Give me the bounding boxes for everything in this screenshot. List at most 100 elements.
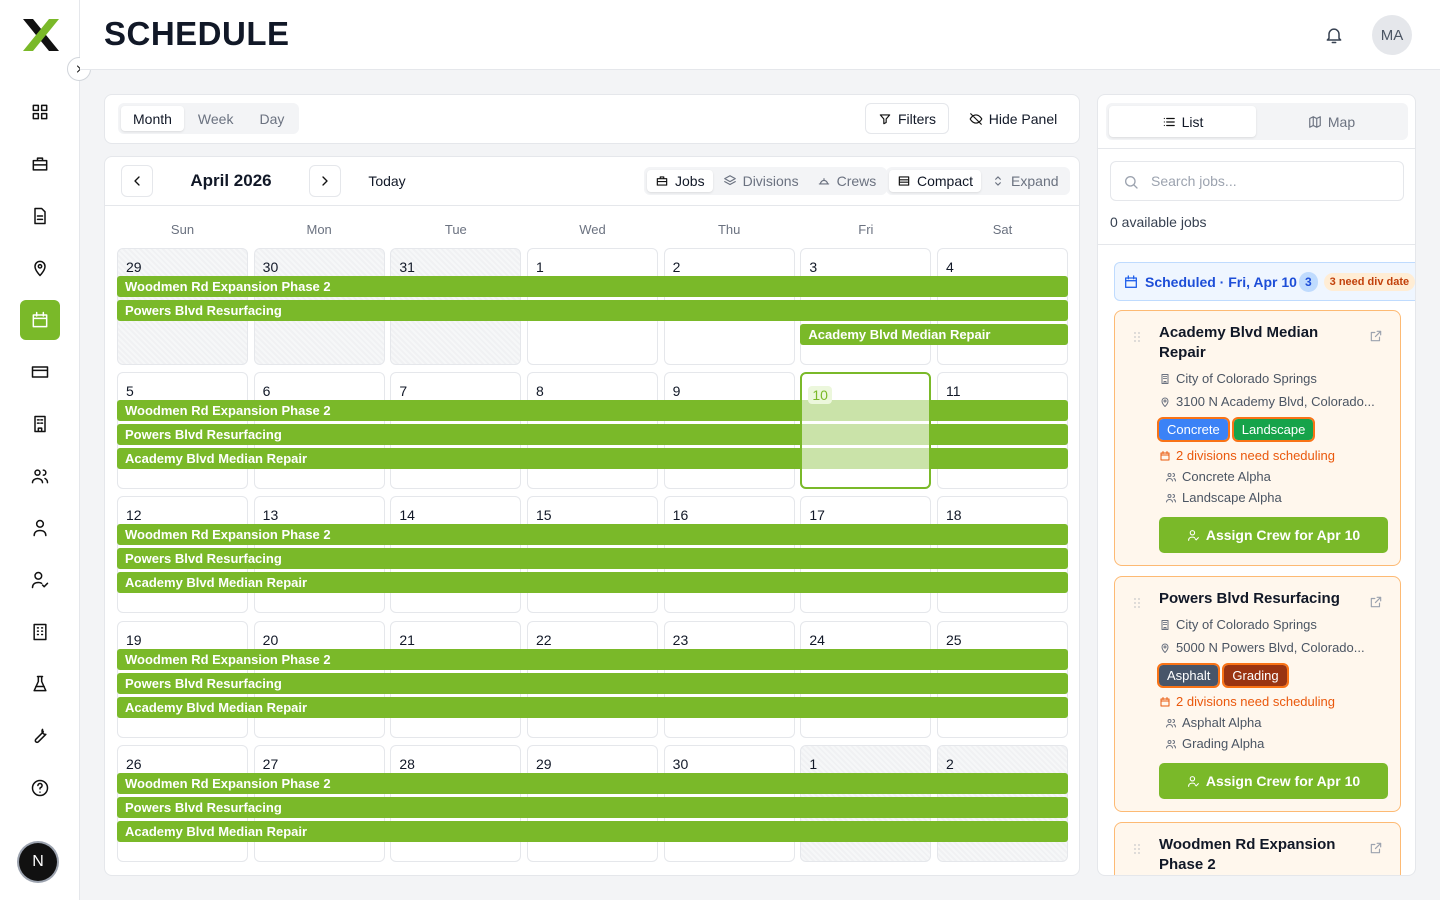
nav-item[interactable] bbox=[20, 560, 60, 600]
weekday: Thu bbox=[717, 222, 741, 237]
crew: Concrete Alpha bbox=[1182, 469, 1271, 484]
nav-item[interactable] bbox=[20, 92, 60, 132]
icon-path bbox=[1160, 450, 1170, 460]
icon-path bbox=[1161, 397, 1169, 407]
icon-path bbox=[1134, 598, 1140, 608]
assign-button[interactable]: Assign Crew for Apr 10 bbox=[1159, 763, 1388, 799]
icon bbox=[1187, 529, 1199, 541]
day-number: 15 bbox=[536, 507, 552, 523]
view-tab[interactable]: Month bbox=[121, 106, 184, 131]
job-bar[interactable]: Woodmen Rd Expansion Phase 2 bbox=[117, 524, 1069, 545]
job-bar[interactable]: Academy Blvd Median Repair bbox=[800, 324, 1068, 345]
division-tag[interactable]: Asphalt bbox=[1156, 663, 1221, 688]
icon bbox=[969, 112, 983, 125]
view-tab[interactable]: Day bbox=[247, 106, 296, 131]
day-number: 29 bbox=[126, 259, 142, 275]
icon-path bbox=[969, 112, 983, 125]
hide-panel-button[interactable]: Hide Panel bbox=[958, 103, 1068, 134]
button-label: Hide Panel bbox=[988, 110, 1058, 127]
job-bar[interactable]: Woodmen Rd Expansion Phase 2 bbox=[117, 276, 1069, 297]
icon-path bbox=[1161, 643, 1169, 653]
icon-path bbox=[134, 176, 140, 186]
client-line: City of Colorado Springs bbox=[1159, 371, 1388, 386]
nav-item[interactable] bbox=[20, 352, 60, 392]
date-warning: 3 need div date bbox=[1323, 272, 1415, 291]
division-tag[interactable]: Concrete bbox=[1157, 417, 1230, 442]
client: City of Colorado Springs bbox=[1176, 617, 1317, 632]
job-bar[interactable]: Academy Blvd Median Repair bbox=[117, 697, 1069, 718]
icon bbox=[34, 260, 46, 277]
icon bbox=[32, 157, 48, 171]
icon bbox=[31, 779, 49, 797]
scheduled-label: Scheduled · Fri, Apr 10 bbox=[1145, 273, 1297, 290]
avatar[interactable]: MA bbox=[1372, 15, 1412, 55]
job-bar[interactable]: Academy Blvd Median Repair bbox=[117, 572, 1069, 593]
mode-tab[interactable]: Jobs bbox=[647, 170, 713, 192]
job-bar[interactable]: Woodmen Rd Expansion Phase 2 bbox=[117, 649, 1069, 670]
today-button[interactable]: Today bbox=[360, 165, 414, 197]
nav-item[interactable] bbox=[20, 196, 60, 236]
prev-button[interactable] bbox=[121, 165, 153, 197]
density-tab[interactable]: Compact bbox=[889, 170, 982, 192]
icon bbox=[1166, 718, 1176, 727]
nav-item[interactable] bbox=[20, 300, 60, 340]
panel-tab[interactable]: List bbox=[1109, 106, 1256, 137]
job-card[interactable]: Powers Blvd Resurfacing City of Colorado … bbox=[1114, 576, 1401, 812]
mode-tab[interactable]: Crews bbox=[809, 170, 885, 192]
nav-item[interactable] bbox=[20, 768, 60, 808]
icon-path bbox=[1125, 176, 1138, 189]
nav-item[interactable] bbox=[20, 716, 60, 756]
job-bar[interactable]: Powers Blvd Resurfacing bbox=[117, 548, 1069, 569]
division-tag[interactable]: Grading bbox=[1222, 663, 1289, 688]
search-box[interactable]: Search jobs... bbox=[1110, 161, 1404, 201]
icon bbox=[723, 175, 736, 186]
job-bar[interactable]: Woodmen Rd Expansion Phase 2 bbox=[117, 773, 1069, 794]
badge-text: N bbox=[32, 853, 44, 870]
nav-item[interactable] bbox=[20, 404, 60, 444]
warning: 2 divisions need scheduling bbox=[1176, 694, 1335, 709]
job-bar[interactable]: Powers Blvd Resurfacing bbox=[117, 300, 1069, 321]
job-card[interactable]: Academy Blvd Median Repair City of Colora… bbox=[1114, 310, 1401, 566]
mode-tab[interactable]: Divisions bbox=[715, 170, 807, 192]
day-number: 18 bbox=[946, 507, 962, 523]
view-tab[interactable]: Week bbox=[186, 106, 246, 131]
icon bbox=[1134, 332, 1140, 342]
filters-button[interactable]: Filters bbox=[865, 103, 949, 134]
job-bar[interactable]: Powers Blvd Resurfacing bbox=[117, 797, 1069, 818]
day-number: 26 bbox=[126, 756, 142, 772]
day-number: 16 bbox=[672, 507, 689, 523]
job-bar[interactable]: Powers Blvd Resurfacing bbox=[117, 673, 1069, 694]
day-number: 4 bbox=[946, 259, 954, 275]
crew-line: Asphalt Alpha bbox=[1159, 715, 1388, 730]
client: City of Colorado Springs bbox=[1176, 371, 1317, 386]
icon-path bbox=[1187, 775, 1199, 787]
panel-tab[interactable]: Map bbox=[1258, 106, 1405, 137]
icon bbox=[818, 178, 829, 185]
icon bbox=[1166, 739, 1176, 748]
density-label: Compact bbox=[917, 173, 974, 189]
nav-item[interactable] bbox=[20, 248, 60, 288]
button-label: Today bbox=[368, 173, 406, 189]
assign-button[interactable]: Assign Crew for Apr 10 bbox=[1159, 517, 1388, 553]
icon bbox=[34, 415, 46, 433]
nav-item[interactable] bbox=[20, 612, 60, 652]
divider bbox=[105, 205, 1079, 206]
icon-path bbox=[34, 260, 46, 277]
job-bar[interactable]: Academy Blvd Median Repair bbox=[117, 821, 1069, 842]
density-switch: Compact Expand bbox=[886, 167, 1070, 195]
client-line: City of Colorado Springs bbox=[1159, 617, 1388, 632]
job-title: Woodmen Rd Expansion Phase 2 bbox=[1159, 836, 1336, 873]
next-button[interactable] bbox=[309, 165, 341, 197]
nav-item[interactable] bbox=[20, 508, 60, 548]
user-badge[interactable]: N bbox=[19, 843, 57, 881]
day-number: 14 bbox=[399, 507, 415, 523]
nav-item[interactable] bbox=[20, 456, 60, 496]
job-title: Powers Blvd Resurfacing bbox=[1159, 590, 1340, 607]
nav-item[interactable] bbox=[20, 664, 60, 704]
nav-item[interactable] bbox=[20, 144, 60, 184]
density-tab[interactable]: Expand bbox=[983, 170, 1066, 192]
day-number: 19 bbox=[126, 632, 142, 648]
job-card[interactable]: Woodmen Rd Expansion Phase 2 bbox=[1114, 822, 1401, 875]
division-tag[interactable]: Landscape bbox=[1231, 417, 1316, 442]
day-cell[interactable]: 10 bbox=[800, 372, 932, 489]
